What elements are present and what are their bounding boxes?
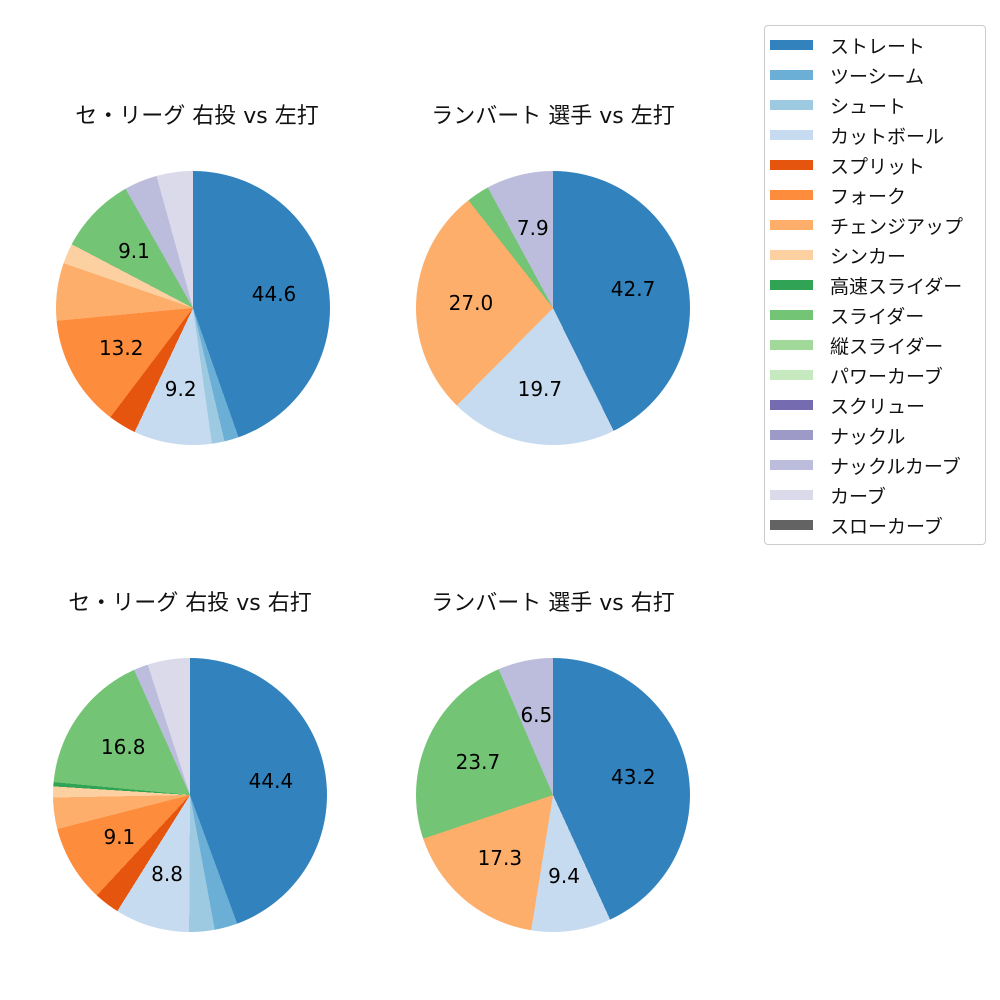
legend-label: ナックルカーブ — [830, 455, 961, 478]
legend-color-swatch — [770, 160, 813, 170]
slice-value-label: 43.2 — [611, 765, 656, 790]
legend-item: ストレート — [765, 30, 985, 60]
legend-color-swatch — [770, 130, 813, 140]
legend-item: スプリット — [765, 150, 985, 180]
chart-title-lambert-vs-left: ランバート 選手 vs 左打 — [431, 104, 675, 129]
legend-label: チェンジアップ — [830, 215, 964, 238]
legend-item: パワーカーブ — [765, 360, 985, 390]
slice-value-label: 16.8 — [100, 735, 146, 760]
legend-color-swatch — [770, 220, 813, 230]
legend-label: カーブ — [830, 485, 886, 508]
legend-color-swatch — [770, 310, 813, 320]
legend-label: スクリュー — [830, 395, 926, 418]
legend-label: スプリット — [830, 155, 926, 178]
legend-item: 高速スライダー — [765, 270, 985, 300]
legend-label: シュート — [830, 95, 907, 118]
legend-color-swatch — [770, 430, 813, 440]
legend-label: フォーク — [830, 185, 907, 208]
legend-color-swatch — [770, 490, 813, 500]
legend-color-swatch — [770, 370, 813, 380]
legend-label: パワーカーブ — [830, 365, 943, 388]
legend-color-swatch — [770, 520, 813, 530]
pie-chart-ce-league-vs-left: 44.6 9.2 13.2 9.1 — [56, 171, 330, 445]
legend-color-swatch — [770, 250, 813, 260]
slice-value-label: 7.9 — [516, 216, 549, 241]
slice-value-label: 9.1 — [118, 238, 150, 263]
legend-item: シンカー — [765, 240, 985, 270]
legend-color-swatch — [770, 400, 813, 410]
pie-chart-lambert-vs-left: 42.7 19.7 27.0 7.9 — [416, 171, 690, 445]
legend-label: スライダー — [830, 305, 925, 328]
slice-value-label: 44.4 — [248, 768, 294, 793]
pitch-type-legend: ストレートツーシームシュートカットボール スプリットフォークチェンジアップ シンカー… — [764, 25, 986, 545]
chart-title-ce-league-vs-left: セ・リーグ 右投 vs 左打 — [75, 104, 319, 129]
slice-value-label: 9.4 — [548, 864, 580, 889]
chart-title-ce-league-vs-right: セ・リーグ 右投 vs 右打 — [68, 591, 312, 616]
legend-color-swatch — [770, 100, 813, 110]
slice-value-label: 19.7 — [517, 377, 563, 402]
chart-title-lambert-vs-right: ランバート 選手 vs 右打 — [431, 591, 675, 616]
legend-color-swatch — [770, 190, 813, 200]
slice-value-label: 27.0 — [448, 291, 494, 316]
legend-item: スライダー — [765, 300, 985, 330]
legend-label: ナックル — [830, 425, 906, 448]
slice-value-label: 6.5 — [520, 702, 553, 727]
legend-item: 縦スライダー — [765, 330, 985, 360]
pie-chart-lambert-vs-right: 43.2 9.4 17.3 23.7 6.5 — [416, 658, 690, 932]
legend-item: スクリュー — [765, 390, 985, 420]
legend-item: チェンジアップ — [765, 210, 985, 240]
slice-value-label: 42.7 — [610, 277, 656, 302]
legend-item: カーブ — [765, 480, 985, 510]
pie-chart-ce-league-vs-right: 44.4 8.8 9.1 16.8 — [53, 658, 327, 932]
slice-value-label: 13.2 — [98, 336, 144, 361]
legend-color-swatch — [770, 460, 813, 470]
legend-label: 縦スライダー — [830, 335, 944, 358]
legend-color-swatch — [770, 40, 813, 50]
legend-color-swatch — [770, 340, 813, 350]
slice-value-label: 23.7 — [455, 749, 501, 774]
legend-label: スローカーブ — [830, 515, 943, 538]
slice-value-label: 9.2 — [164, 377, 197, 402]
legend-color-swatch — [770, 280, 813, 290]
slice-value-label: 17.3 — [477, 845, 523, 870]
legend-item: ナックルカーブ — [765, 450, 985, 480]
legend-item: カットボール — [765, 120, 985, 150]
legend-label: ストレート — [830, 35, 926, 58]
legend-item: スローカーブ — [765, 510, 985, 540]
slice-value-label: 44.6 — [251, 282, 297, 307]
legend-label: シンカー — [830, 245, 907, 268]
legend-label: カットボール — [830, 125, 945, 148]
slice-value-label: 8.8 — [151, 861, 183, 886]
legend-color-swatch — [770, 70, 813, 80]
legend-item: フォーク — [765, 180, 985, 210]
legend-item: ツーシーム — [765, 60, 985, 90]
legend-label: 高速スライダー — [830, 275, 963, 298]
legend-item: ナックル — [765, 420, 985, 450]
slice-value-label: 9.1 — [103, 825, 136, 850]
legend-item: シュート — [765, 90, 985, 120]
legend-label: ツーシーム — [830, 65, 925, 88]
